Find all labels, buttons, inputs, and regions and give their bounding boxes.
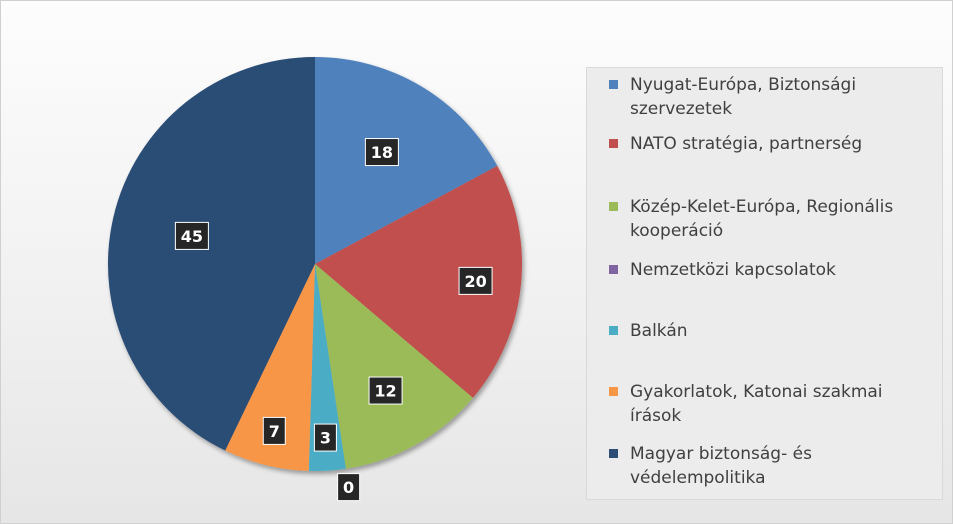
legend-item-balkan: Balkán [609, 319, 929, 343]
legend-item-nyugat-europa-biztonsagi-szervezetek: Nyugat-Európa, Biztonsági szervezetek [609, 73, 929, 121]
legend-swatch [609, 80, 618, 89]
legend-item-kozep-kelet-europa-regionalis-kooperacio: Közép-Kelet-Európa, Regionális kooperáci… [609, 195, 929, 243]
legend-item-magyar-biztonsag-es-vedelempolitika: Magyar biztonság- és védelempolitika [609, 442, 929, 490]
legend-item-nato-strategia-partnerseg: NATO stratégia, partnerség [609, 132, 929, 156]
legend-label: Nyugat-Európa, Biztonsági szervezetek [630, 75, 857, 119]
pie-slice-kozep-kelet-europa-regionalis-kooperacio [315, 264, 473, 469]
legend-swatch [609, 265, 618, 274]
svg-text:45: 45 [181, 227, 203, 246]
legend: Nyugat-Európa, Biztonsági szervezetek NAT… [586, 67, 943, 500]
legend-label: Balkán [630, 321, 688, 341]
data-label-nemzetkozi-kapcsolatok: 0 [337, 473, 361, 502]
legend-swatch [609, 139, 618, 148]
legend-swatch [609, 387, 618, 396]
data-label-nyugat-europa-biztonsagi-szervezetek: 18 [364, 138, 399, 167]
svg-text:7: 7 [269, 422, 280, 441]
legend-item-gyakorlatok-katonai-szakmai-irasok: Gyakorlatok, Katonai szakmai írások [609, 380, 929, 428]
legend-label: Gyakorlatok, Katonai szakmai írások [630, 382, 883, 426]
svg-text:0: 0 [343, 478, 354, 497]
svg-text:18: 18 [371, 143, 393, 162]
pie-slice-balkan [308, 264, 346, 471]
data-label-kozep-kelet-europa-regionalis-kooperacio: 12 [368, 376, 403, 405]
pie-slice-magyar-biztonsag-es-vedelempolitika [108, 57, 315, 451]
svg-text:12: 12 [374, 382, 396, 401]
legend-swatch [609, 202, 618, 211]
pie-slice-nato-strategia-partnerseg [315, 165, 522, 398]
legend-label: Magyar biztonság- és védelempolitika [630, 444, 812, 488]
legend-label: NATO stratégia, partnerség [630, 134, 863, 154]
legend-label: Közép-Kelet-Európa, Regionális kooperáci… [630, 197, 894, 241]
legend-swatch [609, 326, 618, 335]
svg-text:20: 20 [464, 272, 486, 291]
legend-item-nemzetkozi-kapcsolatok: Nemzetközi kapcsolatok [609, 258, 929, 282]
svg-text:3: 3 [320, 429, 331, 448]
legend-label: Nemzetközi kapcsolatok [630, 260, 836, 280]
legend-swatch [609, 449, 618, 458]
pie-slice-nyugat-europa-biztonsagi-szervezetek [315, 57, 498, 264]
data-label-balkan: 3 [313, 423, 337, 452]
data-label-gyakorlatok-katonai-szakmai-irasok: 7 [262, 416, 286, 445]
data-label-magyar-biztonsag-es-vedelempolitika: 45 [174, 221, 209, 250]
data-label-nato-strategia-partnerseg: 20 [458, 266, 493, 295]
pie-slice-gyakorlatok-katonai-szakmai-irasok [225, 264, 315, 471]
